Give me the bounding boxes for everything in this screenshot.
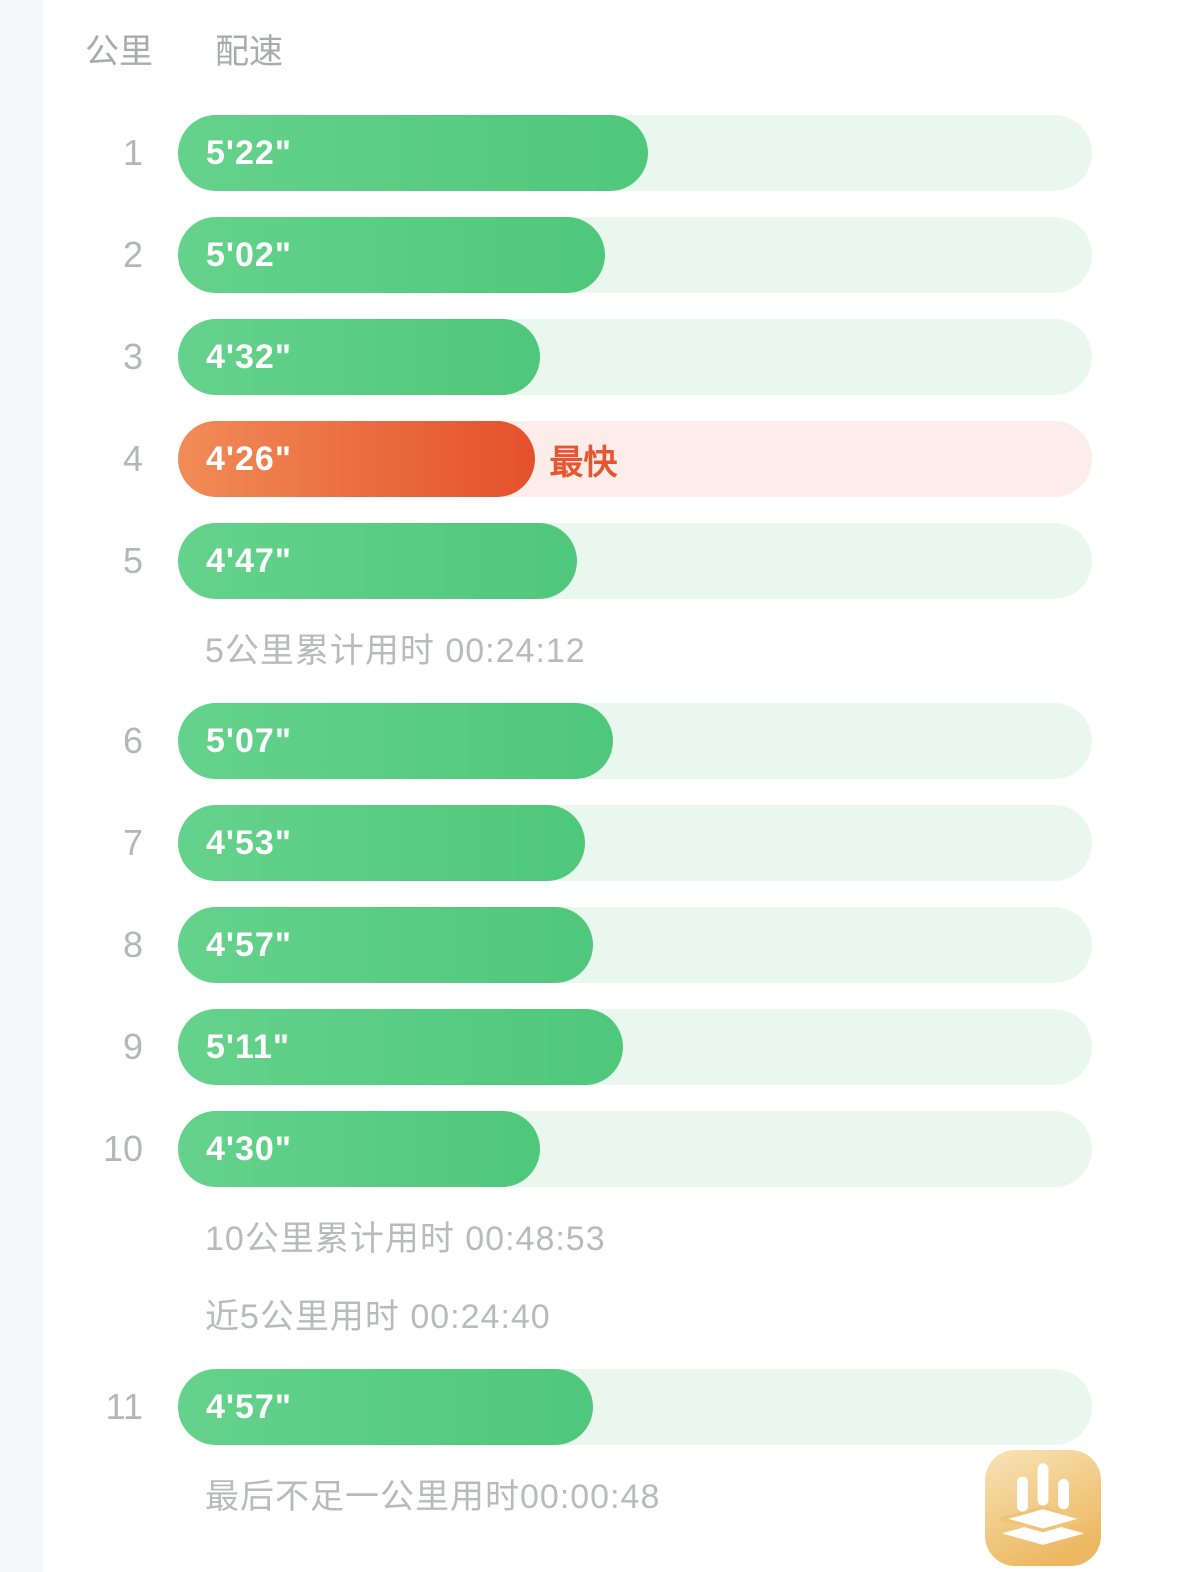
pace-row: 11 4'57" <box>43 1369 1179 1445</box>
pace-value: 4'26" <box>206 439 292 478</box>
summary-row: 最后不足一公里用时00:00:48 <box>43 1471 1179 1516</box>
pace-value: 4'32" <box>206 337 292 376</box>
km-number: 6 <box>122 720 143 761</box>
pace-row: 8 4'57" <box>43 907 1179 983</box>
fastest-badge: 最快 <box>549 443 618 482</box>
pace-value: 5'22" <box>206 133 292 172</box>
pace-value: 4'30" <box>206 1129 292 1168</box>
pace-bar-fill: 5'11" <box>178 1009 624 1085</box>
summary-text: 最后不足一公里用时00:00:48 <box>205 1477 661 1516</box>
pace-bar-fill: 5'02" <box>178 217 605 293</box>
pace-bar-track: 4'57" <box>178 907 1092 983</box>
pace-bar-track: 5'02" <box>178 217 1092 293</box>
pace-bar-fill: 5'22" <box>178 115 648 191</box>
km-number: 1 <box>122 132 143 173</box>
pace-bar-track: 4'32" <box>178 319 1092 395</box>
pace-row: 7 4'53" <box>43 805 1179 881</box>
km-number: 3 <box>122 336 143 377</box>
pace-bar-track: 5'07" <box>178 703 1092 779</box>
pace-bar-track: 4'47" <box>178 523 1092 599</box>
pace-column-header: 配速 <box>215 33 283 71</box>
pace-value: 5'02" <box>206 235 292 274</box>
pace-value: 4'57" <box>206 1387 292 1426</box>
pace-row: 2 5'02" <box>43 217 1179 293</box>
km-number: 2 <box>122 234 143 275</box>
pace-bar-track: 4'30" <box>178 1111 1092 1187</box>
pace-value: 4'53" <box>206 823 292 862</box>
pace-row: 1 5'22" <box>43 115 1179 191</box>
pace-value: 4'47" <box>206 541 292 580</box>
km-number: 10 <box>102 1128 143 1169</box>
km-number: 7 <box>122 822 143 863</box>
pace-bar-fill: 4'30" <box>178 1111 540 1187</box>
pace-row: 9 5'11" <box>43 1009 1179 1085</box>
pace-bar-fill: 4'53" <box>178 805 585 881</box>
pace-bar-fill: 5'07" <box>178 703 614 779</box>
pace-bar-fill: 4'32" <box>178 319 540 395</box>
pace-bar-fill: 4'57" <box>178 907 593 983</box>
page-gutter <box>0 0 43 1572</box>
km-number: 8 <box>122 924 143 965</box>
pace-bar-track: 4'57" <box>178 1369 1092 1445</box>
pace-value: 5'07" <box>206 721 292 760</box>
pace-row: 6 5'07" <box>43 703 1179 779</box>
pace-bar-fill: 4'47" <box>178 523 578 599</box>
km-number: 11 <box>105 1386 143 1427</box>
summary-text: 5公里累计用时 00:24:12 <box>205 631 586 670</box>
km-number: 4 <box>122 438 143 479</box>
pace-row: 3 4'32" <box>43 319 1179 395</box>
pace-bar-fill: 4'26" <box>178 421 536 497</box>
km-number: 5 <box>122 540 143 581</box>
pace-row: 5 4'47" <box>43 523 1179 599</box>
pace-bar-track: 5'11" <box>178 1009 1092 1085</box>
summary-text: 10公里累计用时 00:48:53 <box>205 1219 606 1258</box>
pace-row: 4 4'26" 最快 <box>43 421 1179 497</box>
pace-row: 10 4'30" <box>43 1111 1179 1187</box>
pace-value: 5'11" <box>206 1027 291 1066</box>
app-watermark-icon <box>985 1450 1101 1566</box>
pace-bar-fill: 4'57" <box>178 1369 593 1445</box>
summary-text: 近5公里用时 00:24:40 <box>205 1297 551 1336</box>
pace-panel: 公里 配速 1 5'22" 2 5'02" 3 4'32" 4 <box>43 0 1179 1549</box>
pace-value: 4'57" <box>206 925 292 964</box>
pace-bar-track: 4'53" <box>178 805 1092 881</box>
summary-row: 10公里累计用时 00:48:53 <box>43 1213 1179 1258</box>
pace-bar-track: 4'26" 最快 <box>178 421 1092 497</box>
km-column-header: 公里 <box>85 33 153 71</box>
summary-row: 5公里累计用时 00:24:12 <box>43 625 1179 670</box>
pace-bar-track: 5'22" <box>178 115 1092 191</box>
summary-row: 近5公里用时 00:24:40 <box>43 1291 1179 1336</box>
km-number: 9 <box>122 1026 143 1067</box>
column-headers: 公里 配速 <box>43 0 1179 71</box>
pace-list: 1 5'22" 2 5'02" 3 4'32" 4 4'26" <box>43 115 1179 1516</box>
